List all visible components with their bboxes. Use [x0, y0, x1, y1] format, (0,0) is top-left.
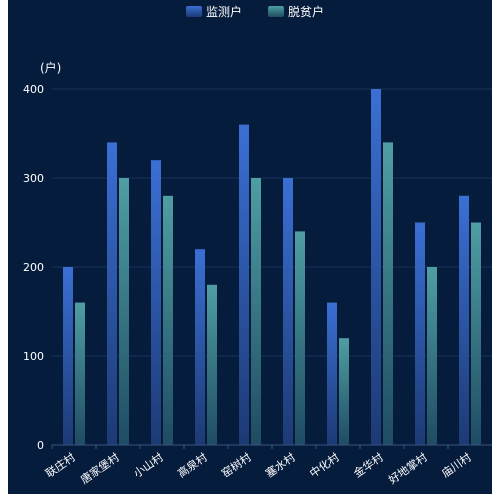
bar-poverty	[339, 338, 349, 445]
y-axis-ticks: 0 100 200 300 400	[23, 83, 44, 452]
bar-monitor	[415, 222, 425, 445]
legend-label-poverty: 脱贫户	[288, 4, 324, 19]
x-tick-label: 唐家堡村	[78, 450, 122, 487]
bar-poverty	[207, 284, 217, 445]
x-tick-label: 联庄村	[43, 450, 78, 480]
y-tick-label: 400	[23, 83, 44, 96]
y-tick-label: 300	[23, 172, 44, 185]
legend-swatch-poverty	[268, 6, 284, 17]
bar-poverty	[471, 222, 481, 445]
y-tick-label: 0	[37, 439, 44, 452]
bar-poverty	[251, 178, 261, 445]
bar-monitor	[459, 195, 469, 445]
bar-monitor	[371, 89, 381, 445]
x-tick-label: 好地掌村	[386, 450, 430, 487]
bar-poverty	[427, 267, 437, 445]
x-tick-label: 窑树村	[219, 450, 254, 480]
legend-label-monitor: 监测户	[206, 4, 242, 19]
bar-poverty	[383, 142, 393, 445]
bar-monitor	[151, 160, 161, 445]
chart-legend: 监测户 脱贫户	[186, 4, 324, 19]
legend-swatch-monitor	[186, 6, 202, 17]
bar-poverty	[295, 231, 305, 445]
x-tick-label: 高泉村	[175, 450, 210, 480]
chart-panel	[8, 0, 492, 494]
x-tick-label: 金华村	[351, 450, 386, 480]
grid-lines	[52, 88, 492, 357]
x-axis-ticks: 联庄村 唐家堡村 小山村 高泉村 窑树村 塞水村 中化村 金华村 好地掌村 庙川村	[43, 445, 474, 487]
bar-poverty	[75, 302, 85, 445]
y-axis-label: (户)	[40, 60, 61, 75]
x-tick-label: 中化村	[307, 450, 342, 480]
bars	[63, 89, 481, 445]
x-tick-label: 小山村	[131, 450, 166, 480]
bar-monitor	[283, 178, 293, 445]
y-tick-label: 100	[23, 350, 44, 363]
x-tick-label: 塞水村	[263, 450, 298, 480]
y-tick-label: 200	[23, 261, 44, 274]
bar-poverty	[119, 178, 129, 445]
bar-monitor	[239, 124, 249, 445]
bar-poverty	[163, 195, 173, 445]
bar-monitor	[63, 267, 73, 445]
x-tick-label: 庙川村	[439, 450, 474, 480]
bar-monitor	[327, 302, 337, 445]
bar-monitor	[107, 142, 117, 445]
bar-monitor	[195, 249, 205, 445]
